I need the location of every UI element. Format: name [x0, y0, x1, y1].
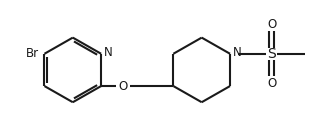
Text: O: O: [267, 77, 276, 90]
Text: N: N: [233, 46, 242, 59]
Text: O: O: [267, 18, 276, 31]
Text: N: N: [104, 46, 113, 59]
Text: O: O: [118, 80, 128, 93]
Text: Br: Br: [26, 47, 40, 60]
Text: S: S: [267, 47, 276, 61]
